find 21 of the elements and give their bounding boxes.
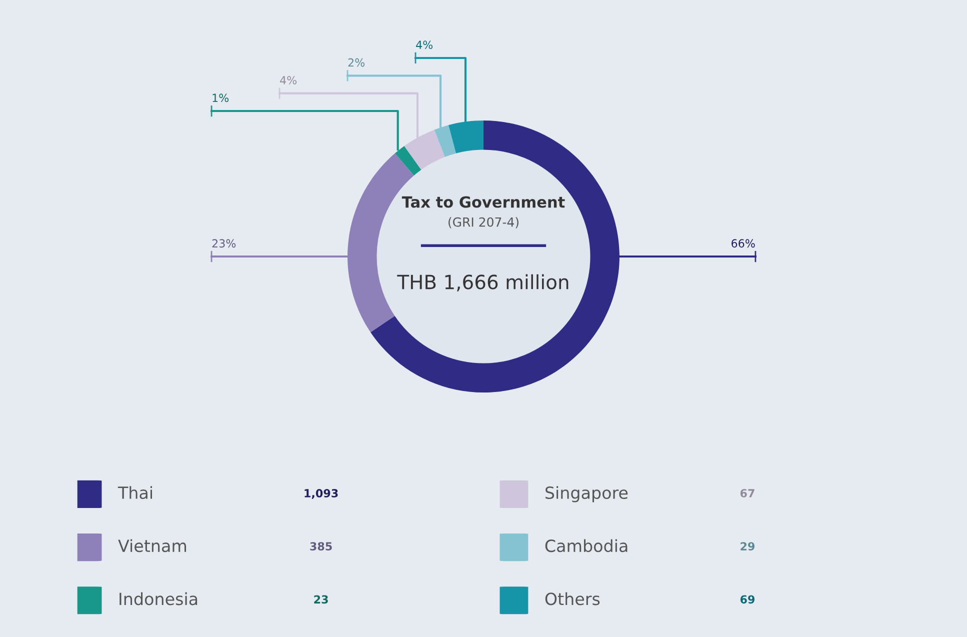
text: Tax to Government <box>402 196 565 208</box>
data-label: 385 <box>310 542 332 551</box>
legend-label: Thai <box>118 486 152 500</box>
legend-label: Others <box>545 592 600 606</box>
legend-label: Vietnam <box>118 539 186 552</box>
data-label: 69 <box>740 595 755 604</box>
data-label: 1,093 <box>304 489 338 499</box>
data-label: 29 <box>740 542 755 551</box>
text: 66% <box>732 239 755 248</box>
legend-label: Indonesia <box>120 592 198 606</box>
text: (GRI 207-4) <box>448 217 518 228</box>
legend-label: Singapore <box>546 486 628 502</box>
text: 1% <box>212 94 229 102</box>
legend-label: Cambodia <box>545 539 628 552</box>
text: THB 1,666 million <box>397 274 568 292</box>
data-label: 23 <box>314 595 328 604</box>
text: 4% <box>280 76 297 84</box>
text: 23% <box>212 239 236 248</box>
text: 2% <box>348 58 365 67</box>
data-label: 67 <box>740 489 754 498</box>
text: 4% <box>416 40 433 50</box>
